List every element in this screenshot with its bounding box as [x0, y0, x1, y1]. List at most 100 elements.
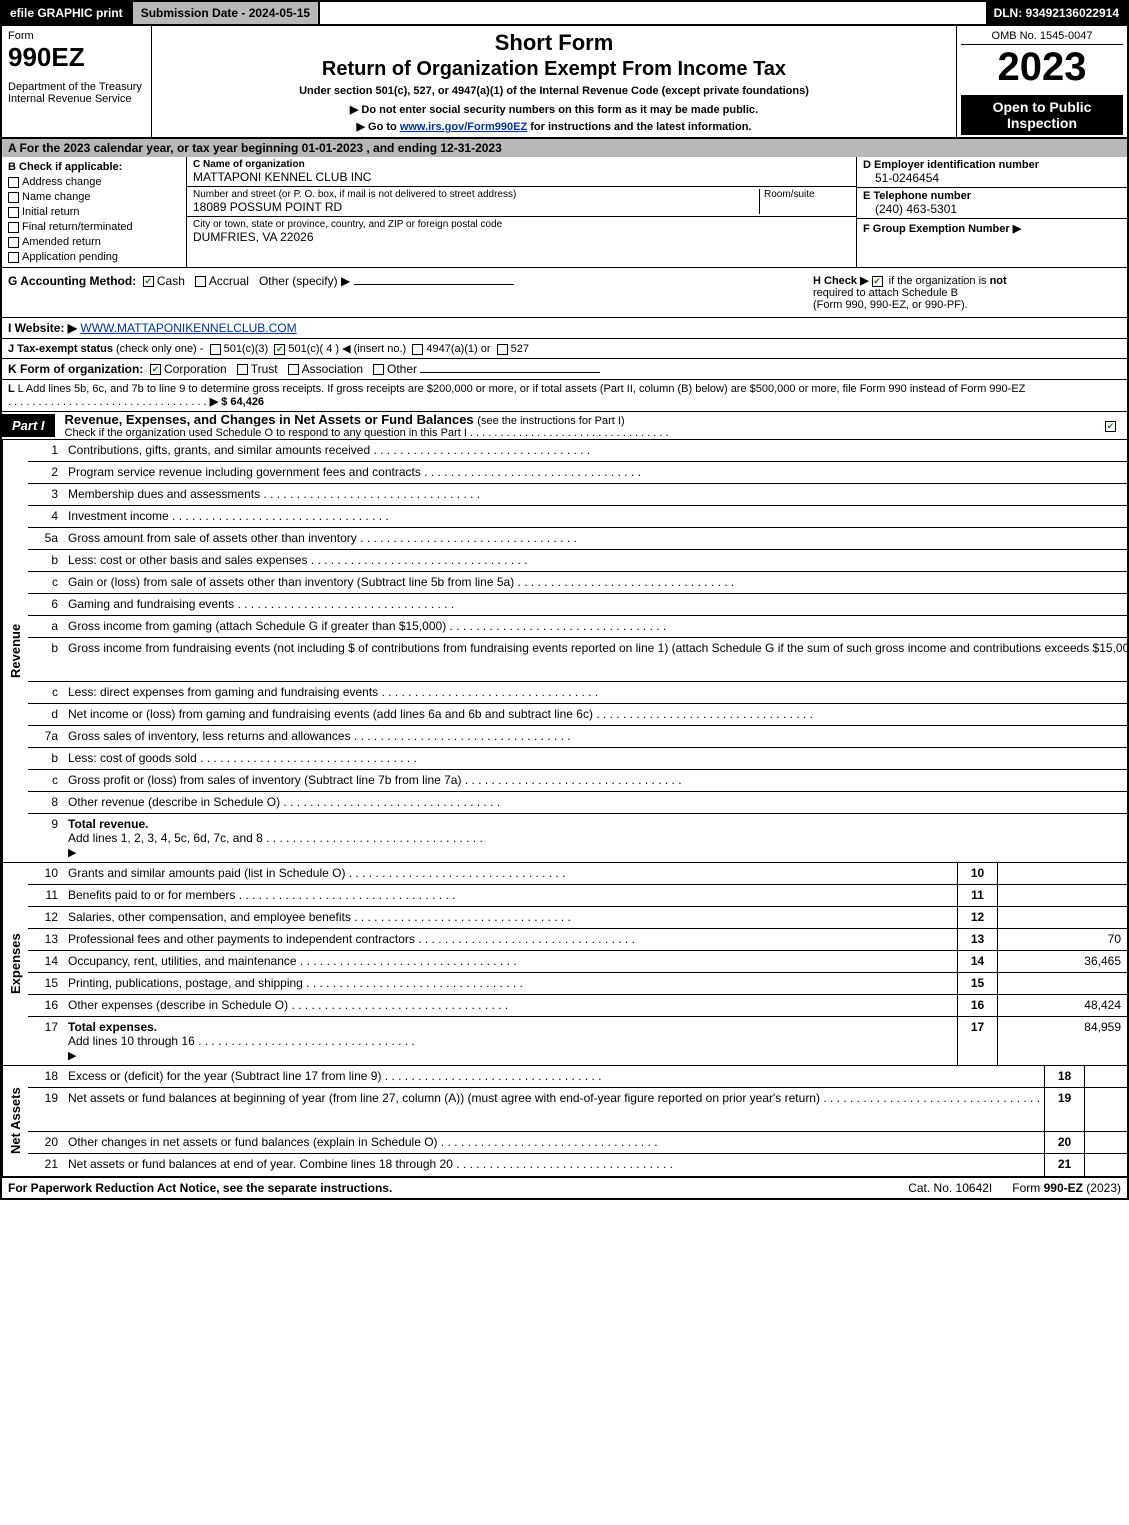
box-l: L L Add lines 5b, 6c, and 7b to line 9 t…	[0, 380, 1129, 411]
line-desc: Gross income from gaming (attach Schedul…	[64, 616, 1129, 637]
opt-amended-return[interactable]: Amended return	[8, 236, 180, 248]
k-assoc-checkbox[interactable]	[288, 364, 299, 375]
line-number: c	[28, 770, 64, 791]
section-a: A For the 2023 calendar year, or tax yea…	[0, 139, 1129, 157]
netassets-rows: 18Excess or (deficit) for the year (Subt…	[28, 1066, 1129, 1176]
table-row: 1Contributions, gifts, grants, and simil…	[28, 440, 1129, 462]
line-desc: Printing, publications, postage, and shi…	[64, 973, 957, 994]
right-line-number: 16	[957, 995, 997, 1016]
table-row: 16Other expenses (describe in Schedule O…	[28, 995, 1127, 1017]
line-desc: Professional fees and other payments to …	[64, 929, 957, 950]
h-text4: (Form 990, 990-EZ, or 990-PF).	[813, 299, 968, 311]
j-527-checkbox[interactable]	[497, 344, 508, 355]
irs-link[interactable]: www.irs.gov/Form990EZ	[400, 121, 527, 133]
opt-initial-return[interactable]: Initial return	[8, 206, 180, 218]
part1-title: Revenue, Expenses, and Changes in Net As…	[55, 412, 1105, 439]
box-b-head: B Check if applicable:	[8, 161, 180, 173]
table-row: 10Grants and similar amounts paid (list …	[28, 863, 1127, 885]
netassets-side-label: Net Assets	[2, 1066, 28, 1176]
line-desc: Other revenue (describe in Schedule O)	[64, 792, 1129, 813]
k-trust: Trust	[251, 362, 278, 376]
expenses-rows: 10Grants and similar amounts paid (list …	[28, 863, 1127, 1065]
opt-final-return[interactable]: Final return/terminated	[8, 221, 180, 233]
line-number: 3	[28, 484, 64, 505]
right-line-number: 21	[1044, 1154, 1084, 1176]
opt-address-change[interactable]: Address change	[8, 176, 180, 188]
right-line-number: 20	[1044, 1132, 1084, 1153]
part1-schedule-o-check[interactable]	[1105, 419, 1127, 433]
line-number: 6	[28, 594, 64, 615]
expenses-table: Expenses 10Grants and similar amounts pa…	[0, 863, 1129, 1066]
j-501c-checkbox[interactable]	[274, 344, 285, 355]
line-desc: Contributions, gifts, grants, and simila…	[64, 440, 1129, 461]
line-desc: Net assets or fund balances at end of ye…	[64, 1154, 1044, 1176]
line-desc: Net assets or fund balances at beginning…	[64, 1088, 1044, 1131]
box-e: E Telephone number (240) 463-5301	[857, 188, 1127, 219]
k-corp-checkbox[interactable]	[150, 364, 161, 375]
h-text2: if the organization is	[889, 275, 987, 287]
k-other-checkbox[interactable]	[373, 364, 384, 375]
table-row: 14Occupancy, rent, utilities, and mainte…	[28, 951, 1127, 973]
line-number: 1	[28, 440, 64, 461]
table-row: bLess: cost of goods sold7b	[28, 748, 1129, 770]
line-number: 14	[28, 951, 64, 972]
line-desc: Total revenue. Add lines 1, 2, 3, 4, 5c,…	[64, 814, 1129, 862]
k-other: Other	[387, 362, 417, 376]
instructions-link-line: ▶ Go to www.irs.gov/Form990EZ for instru…	[158, 120, 950, 133]
right-line-number: 18	[1044, 1066, 1084, 1087]
table-row: 18Excess or (deficit) for the year (Subt…	[28, 1066, 1129, 1088]
j-501c3-checkbox[interactable]	[210, 344, 221, 355]
line-number: 16	[28, 995, 64, 1016]
table-row: 20Other changes in net assets or fund ba…	[28, 1132, 1129, 1154]
box-h: H Check ▶ if the organization is not req…	[807, 268, 1127, 317]
city-label: City or town, state or province, country…	[193, 219, 850, 230]
right-line-number: 19	[1044, 1088, 1084, 1131]
right-line-value: 70	[997, 929, 1127, 950]
box-def: D Employer identification number 51-0246…	[857, 157, 1127, 267]
table-row: 11Benefits paid to or for members11	[28, 885, 1127, 907]
line-number: 12	[28, 907, 64, 928]
other-specify-line[interactable]	[354, 284, 514, 285]
subtitle: Under section 501(c), 527, or 4947(a)(1)…	[158, 85, 950, 97]
line-number: c	[28, 572, 64, 593]
line-number: d	[28, 704, 64, 725]
line-number: b	[28, 550, 64, 571]
line-desc: Less: cost of goods sold	[64, 748, 1129, 769]
cash-label: Cash	[157, 274, 185, 288]
right-line-number: 11	[957, 885, 997, 906]
phone-value: (240) 463-5301	[863, 202, 1121, 216]
k-assoc: Association	[302, 362, 363, 376]
line-number: 10	[28, 863, 64, 884]
line-number: b	[28, 748, 64, 769]
table-row: 12Salaries, other compensation, and empl…	[28, 907, 1127, 929]
group-exemption-value	[1021, 221, 1033, 235]
line-desc: Gain or (loss) from sale of assets other…	[64, 572, 1129, 593]
line-number: 11	[28, 885, 64, 906]
website-link[interactable]: WWW.MATTAPONIKENNELCLUB.COM	[80, 321, 296, 335]
table-row: bGross income from fundraising events (n…	[28, 638, 1129, 682]
right-line-value	[997, 973, 1127, 994]
opt-name-change[interactable]: Name change	[8, 191, 180, 203]
revenue-table: Revenue 1Contributions, gifts, grants, a…	[0, 440, 1129, 863]
accrual-checkbox[interactable]	[195, 276, 206, 287]
group-exemption-label: F Group Exemption Number ▶	[863, 223, 1021, 235]
cash-checkbox[interactable]	[143, 276, 154, 287]
h-not: not	[990, 275, 1007, 287]
efile-print-label[interactable]: efile GRAPHIC print	[2, 2, 131, 24]
street-cell: Number and street (or P. O. box, if mail…	[187, 187, 856, 217]
line-desc: Other expenses (describe in Schedule O)	[64, 995, 957, 1016]
line-desc: Program service revenue including govern…	[64, 462, 1129, 483]
line-desc: Investment income	[64, 506, 1129, 527]
form-word: Form	[8, 30, 145, 42]
form-number: 990EZ	[8, 42, 145, 73]
table-row: 17Total expenses. Add lines 10 through 1…	[28, 1017, 1127, 1065]
k-other-line[interactable]	[420, 372, 600, 373]
k-trust-checkbox[interactable]	[237, 364, 248, 375]
j-4947-checkbox[interactable]	[412, 344, 423, 355]
h-checkbox[interactable]	[872, 276, 883, 287]
opt-application-pending[interactable]: Application pending	[8, 251, 180, 263]
table-row: 9Total revenue. Add lines 1, 2, 3, 4, 5c…	[28, 814, 1129, 862]
box-f: F Group Exemption Number ▶	[857, 219, 1127, 237]
paperwork-notice: For Paperwork Reduction Act Notice, see …	[8, 1181, 888, 1195]
j-527: 527	[511, 343, 529, 355]
